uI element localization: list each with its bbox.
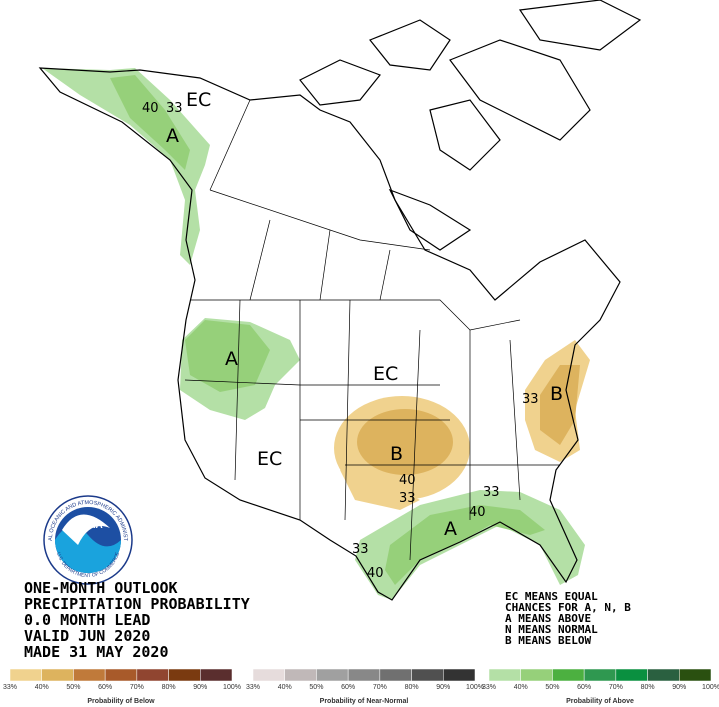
legend-swatch [679,668,712,682]
map-label: B [390,443,403,465]
header-line: PRECIPITATION PROBABILITY [24,595,250,613]
shading [42,68,590,600]
legend-swatch [200,668,233,682]
legend-swatch [41,668,74,682]
region-below-40 [357,409,453,475]
political-boundaries [184,99,560,561]
map-label: 33 [522,392,539,407]
map-label: EC [373,363,398,385]
region-below-33 [340,470,420,510]
note-line: B MEANS BELOW [505,634,591,647]
region-above-40 [110,75,190,170]
legend-swatch [284,668,317,682]
legend-label: 90% [436,684,450,691]
legend-swatch [520,668,553,682]
legend-swatch [9,668,42,682]
legend-swatch [136,668,169,682]
legend-label: 33% [3,684,17,691]
map-label: 40 [142,101,159,116]
map-label: 33 [483,485,500,500]
map-labels: EC 40 33 A A EC EC B 40 33 33 B 33 40 A … [142,89,563,581]
legend-label: 40% [514,684,528,691]
region-above-40 [185,320,270,392]
map-label: EC [186,89,211,111]
map-label: 40 [469,505,486,520]
legend-label: 90% [672,684,686,691]
region-below-40 [540,365,580,445]
legend-label: 50% [545,684,559,691]
legend-label: 100% [702,684,719,691]
legend-swatch [615,668,648,682]
map-label: A [444,518,457,540]
map-label: B [550,383,563,405]
map-label: 33 [352,542,369,557]
legend-label: 80% [641,684,655,691]
map-label: EC [257,448,282,470]
legend-label: 90% [193,684,207,691]
legend-swatch [411,668,444,682]
legend-label: 50% [66,684,80,691]
legend-label: 100% [223,684,241,691]
legend-label: 70% [130,684,144,691]
legend-swatch [252,668,285,682]
legend-swatch [583,668,617,682]
legend-swatch [104,668,138,682]
legend-label: 70% [373,684,387,691]
notes: EC MEANS EQUAL CHANCES FOR A, N, B A MEA… [505,590,631,647]
legend-label: 60% [341,684,355,691]
legend-label: 80% [162,684,176,691]
legend-swatch [488,668,521,682]
legend-label: 60% [98,684,112,691]
legend-swatch [168,668,201,682]
legend-title: Probability of Above [566,698,634,705]
map-label: 33 [166,101,183,116]
coastlines [38,0,642,601]
header-line: 0.0 MONTH LEAD [24,611,150,629]
legend-swatch [647,668,680,682]
legend: 33% 40% 50% 60% 70% 80% 90% 100% Probability of … [3,668,719,705]
logo-text: NOAA [73,520,102,531]
header: ONE-MONTH OUTLOOK PRECIPITATION PROBABIL… [24,579,250,661]
legend-swatch [316,668,349,682]
legend-swatch [73,668,106,682]
legend-label: 40% [278,684,292,691]
header-line: VALID JUN 2020 [24,627,150,645]
header-line: ONE-MONTH OUTLOOK [24,579,178,597]
legend-label: 60% [577,684,591,691]
legend-swatch [552,668,585,682]
legend-swatch [379,668,412,682]
note-line: A MEANS ABOVE [505,612,591,625]
legend-swatch [347,668,381,682]
legend-title: Probability of Near-Normal [320,698,409,705]
map-label: A [166,125,179,147]
map-label: 40 [367,566,384,581]
legend-label: 33% [482,684,496,691]
note-line: CHANCES FOR A, N, B [505,601,631,614]
map-label: 40 [399,473,416,488]
legend-label: 70% [609,684,623,691]
legend-swatch [443,668,476,682]
legend-label: 50% [309,684,323,691]
map-label: 33 [399,491,416,506]
legend-label: 80% [405,684,419,691]
map-label: A [225,348,238,370]
legend-title: Probability of Below [87,698,155,705]
legend-label: 40% [35,684,49,691]
legend-label: 100% [466,684,484,691]
note-line: N MEANS NORMAL [505,623,598,636]
header-line: MADE 31 MAY 2020 [24,643,169,661]
legend-label: 33% [246,684,260,691]
note-line: EC MEANS EQUAL [505,590,598,603]
